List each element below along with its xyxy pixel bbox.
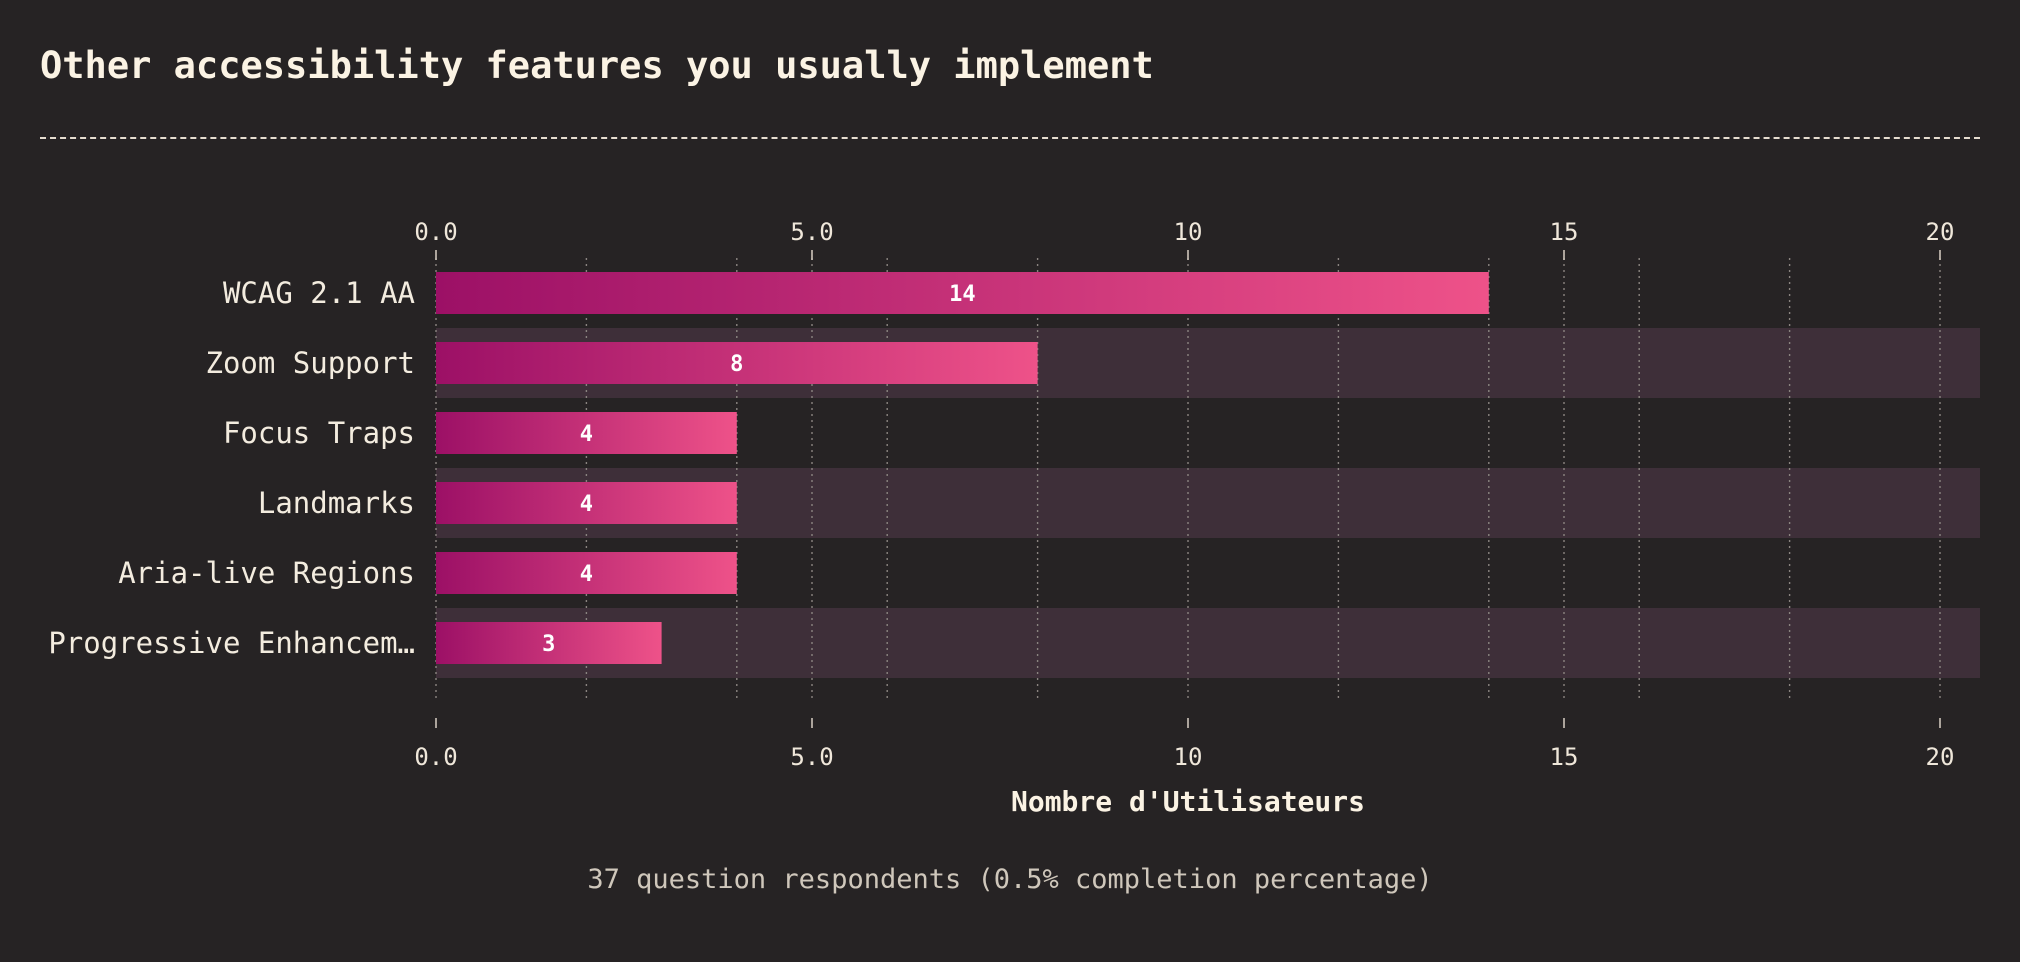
value-label: 4 [580, 492, 593, 517]
x-axis-bottom: 0.0 5.0 10 15 20 [414, 718, 1954, 771]
category-label: Progressive Enhancem… [48, 626, 415, 660]
value-labels: 14 8 4 4 4 3 [542, 282, 975, 657]
tick-label: 5.0 [790, 743, 833, 771]
category-label: Focus Traps [223, 416, 415, 450]
bar-chart: WCAG 2.1 AA Zoom Support Focus Traps Landma… [48, 218, 1980, 818]
x-axis-title: Nombre d'Utilisateurs [1011, 785, 1365, 818]
value-label: 4 [580, 422, 593, 447]
tick-label: 20 [1926, 743, 1955, 771]
category-labels: WCAG 2.1 AA Zoom Support Focus Traps Landma… [48, 276, 415, 660]
tick-label: 15 [1550, 218, 1579, 246]
bars [436, 272, 1489, 664]
value-label: 3 [542, 632, 555, 657]
x-axis-top: 0.0 5.0 10 15 20 [414, 218, 1954, 260]
tick-label: 10 [1174, 218, 1203, 246]
tick-label: 10 [1174, 743, 1203, 771]
title-divider [40, 137, 1980, 139]
row-stripe [436, 608, 1980, 678]
respondents-footnote: 37 question respondents (0.5% completion… [587, 864, 1433, 895]
bar [436, 412, 737, 454]
value-label: 4 [580, 562, 593, 587]
category-label: Landmarks [258, 486, 415, 520]
chart-title: Other accessibility features you usually… [40, 44, 1154, 87]
bar [436, 272, 1489, 314]
tick-label: 0.0 [414, 743, 457, 771]
tick-label: 0.0 [414, 218, 457, 246]
value-label: 14 [949, 282, 976, 307]
grid-lines [435, 258, 1941, 702]
tick-label: 20 [1926, 218, 1955, 246]
tick-label: 5.0 [790, 218, 833, 246]
bar [436, 482, 737, 524]
bar [436, 552, 737, 594]
category-label: Zoom Support [205, 346, 415, 380]
tick-label: 15 [1550, 743, 1579, 771]
bar [436, 622, 662, 664]
category-label: WCAG 2.1 AA [223, 276, 415, 310]
category-label: Aria-live Regions [118, 556, 415, 590]
value-label: 8 [730, 352, 743, 377]
bar [436, 342, 1038, 384]
row-stripes [436, 328, 1980, 678]
